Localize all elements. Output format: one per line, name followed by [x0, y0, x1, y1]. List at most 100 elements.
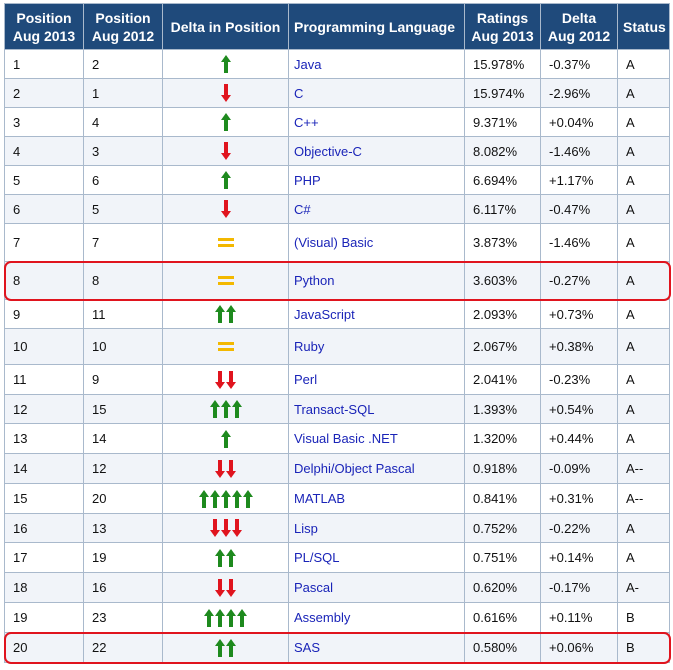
language-link[interactable]: Lisp [288, 513, 465, 543]
delta-in-position [162, 78, 289, 108]
language-link[interactable]: Perl [288, 364, 465, 395]
table-row: 2 1 C 15.974% -2.96% A [4, 78, 670, 108]
status-value: A [617, 223, 670, 262]
status-value: A [617, 299, 670, 329]
header-ratings: Ratings Aug 2013 [464, 3, 541, 50]
arrow-down-icon [220, 200, 231, 218]
language-link[interactable]: Visual Basic .NET [288, 423, 465, 454]
status-value: A [617, 423, 670, 454]
language-link[interactable]: Assembly [288, 602, 465, 633]
status-value: A [617, 364, 670, 395]
rating-value: 6.117% [464, 194, 541, 224]
position-2012: 5 [83, 194, 163, 224]
arrow-up-icon [204, 608, 214, 627]
delta-value: +1.17% [540, 165, 618, 195]
table-row: 12 15 Transact-SQL 1.393% +0.54% A [4, 394, 670, 424]
no-change-icon [217, 276, 234, 285]
position-2013: 3 [4, 107, 84, 137]
table-row: 1 2 Java 15.978% -0.37% A [4, 49, 670, 79]
table-row: 9 11 JavaScript 2.093% +0.73% A [4, 299, 670, 329]
language-link[interactable]: JavaScript [288, 299, 465, 329]
position-2012: 22 [83, 632, 163, 663]
delta-in-position [162, 602, 289, 633]
delta-value: +0.11% [540, 602, 618, 633]
arrow-up-icon [231, 489, 242, 508]
language-link[interactable]: PL/SQL [288, 542, 465, 573]
language-link[interactable]: SAS [288, 632, 465, 663]
language-link[interactable]: C# [288, 194, 465, 224]
table-row: 15 20 MATLAB 0.841% +0.31% A-- [4, 483, 670, 514]
delta-in-position [162, 483, 289, 514]
position-2013: 5 [4, 165, 84, 195]
position-2013: 9 [4, 299, 84, 329]
arrow-down-icon [220, 142, 231, 160]
language-link[interactable]: Java [288, 49, 465, 79]
language-link[interactable]: Objective-C [288, 136, 465, 166]
position-2012: 19 [83, 542, 163, 573]
header-row: Position Aug 2013 Position Aug 2012 Delta … [4, 3, 670, 50]
position-2013: 12 [4, 394, 84, 424]
header-delta-in-position: Delta in Position [162, 3, 289, 50]
delta-value: +0.73% [540, 299, 618, 329]
arrow-up-icon [215, 638, 225, 657]
table-row: 17 19 PL/SQL 0.751% +0.14% A [4, 542, 670, 573]
language-link[interactable]: (Visual) Basic [288, 223, 465, 262]
arrow-up-icon [220, 400, 231, 418]
language-link[interactable]: C [288, 78, 465, 108]
status-value: A [617, 513, 670, 543]
position-2012: 16 [83, 572, 163, 603]
position-2013: 17 [4, 542, 84, 573]
language-link[interactable]: Delphi/Object Pascal [288, 453, 465, 484]
arrow-down-icon [220, 519, 231, 537]
rating-value: 0.841% [464, 483, 541, 514]
table-row: 13 14 Visual Basic .NET 1.320% +0.44% A [4, 423, 670, 454]
rating-value: 8.082% [464, 136, 541, 166]
position-2012: 15 [83, 394, 163, 424]
status-value: A [617, 49, 670, 79]
status-value: A [617, 136, 670, 166]
arrow-up-icon [215, 305, 225, 323]
language-link[interactable]: C++ [288, 107, 465, 137]
language-link[interactable]: PHP [288, 165, 465, 195]
rating-value: 6.694% [464, 165, 541, 195]
language-link[interactable]: Python [288, 261, 465, 300]
delta-in-position [162, 632, 289, 663]
table-row: 6 5 C# 6.117% -0.47% A [4, 194, 670, 224]
position-2012: 2 [83, 49, 163, 79]
arrow-up-icon [220, 171, 231, 189]
rating-value: 0.751% [464, 542, 541, 573]
delta-value: -0.47% [540, 194, 618, 224]
arrow-up-icon [237, 608, 247, 627]
position-2013: 8 [4, 261, 84, 300]
position-2013: 11 [4, 364, 84, 395]
rating-value: 0.616% [464, 602, 541, 633]
status-value: A [617, 328, 670, 365]
language-link[interactable]: MATLAB [288, 483, 465, 514]
position-2013: 16 [4, 513, 84, 543]
arrow-down-icon [209, 519, 220, 537]
language-link[interactable]: Transact-SQL [288, 394, 465, 424]
table-row: 4 3 Objective-C 8.082% -1.46% A [4, 136, 670, 166]
rating-value: 1.320% [464, 423, 541, 454]
table-row: 7 7 (Visual) Basic 3.873% -1.46% A [4, 223, 670, 262]
status-value: B [617, 632, 670, 663]
delta-value: +0.06% [540, 632, 618, 663]
language-link[interactable]: Ruby [288, 328, 465, 365]
delta-in-position [162, 194, 289, 224]
table-row: 8 8 Python 3.603% -0.27% A [4, 261, 670, 300]
arrow-down-icon [215, 578, 225, 597]
position-2013: 2 [4, 78, 84, 108]
delta-in-position [162, 453, 289, 484]
rating-value: 15.974% [464, 78, 541, 108]
position-2012: 11 [83, 299, 163, 329]
language-link[interactable]: Pascal [288, 572, 465, 603]
status-value: A [617, 78, 670, 108]
header-programming-language: Programming Language [288, 3, 465, 50]
arrow-up-icon [231, 400, 242, 418]
no-change-icon [217, 238, 234, 247]
rating-value: 3.873% [464, 223, 541, 262]
delta-in-position [162, 136, 289, 166]
position-2012: 13 [83, 513, 163, 543]
arrow-up-icon [220, 113, 231, 131]
status-value: A [617, 394, 670, 424]
